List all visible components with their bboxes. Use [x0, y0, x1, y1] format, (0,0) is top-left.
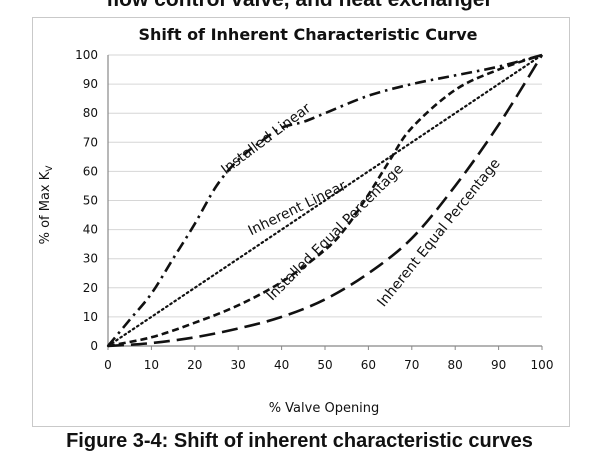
series-line-installed-equal-percentage — [107, 53, 543, 348]
series-line-installed-linear — [106, 53, 543, 347]
chart-title: Shift of Inherent Characteristic Curve — [138, 25, 477, 44]
y-tick-label: 70 — [83, 135, 98, 149]
figure-caption: Figure 3-4: Shift of inherent characteri… — [66, 430, 533, 452]
x-tick-label: 100 — [531, 358, 554, 372]
characteristic-curve-chart: Shift of Inherent Characteristic Curve 0… — [38, 25, 553, 416]
x-tick-label: 90 — [491, 358, 506, 372]
series-line-inherent-equal-percentage — [107, 54, 544, 348]
x-tick-label: 60 — [361, 358, 376, 372]
series-lines — [106, 53, 544, 348]
chart-frame: Shift of Inherent Characteristic Curve 0… — [32, 17, 570, 427]
y-tick-label: 50 — [83, 194, 98, 208]
curve-label-installed-linear: Installed Linear — [218, 100, 314, 178]
x-axis-label: % Valve Opening — [269, 401, 380, 416]
y-tick-label: 100 — [75, 48, 98, 62]
x-tick-label: 0 — [104, 358, 112, 372]
y-tick-label: 90 — [83, 77, 98, 91]
x-tick-label: 40 — [274, 358, 289, 372]
series-line-inherent-linear — [106, 53, 544, 348]
y-axis-label: % of Max KV — [38, 165, 55, 245]
y-tick-label: 40 — [83, 223, 98, 237]
x-tick-label: 20 — [187, 358, 202, 372]
y-axis-label-subscript: V — [45, 165, 55, 172]
x-tick-label: 70 — [404, 358, 419, 372]
y-tick-label: 10 — [83, 310, 98, 324]
y-axis-label-main: % of Max K — [38, 171, 53, 244]
y-tick-label: 80 — [83, 106, 98, 120]
figure-top-caption: flow control valve, and heat exchanger — [0, 0, 599, 12]
y-tick-label: 20 — [83, 281, 98, 295]
y-tick-label: 30 — [83, 252, 98, 266]
y-tick-label: 0 — [90, 339, 98, 353]
tick-labels: 0 10 20 30 40 50 60 70 80 90 100 0 10 20 30 40 50 60 70 80 9… — [75, 48, 553, 372]
y-tick-label: 60 — [83, 164, 98, 178]
x-tick-label: 50 — [317, 358, 332, 372]
x-tick-label: 80 — [448, 358, 463, 372]
x-tick-label: 10 — [144, 358, 159, 372]
x-tick-label: 30 — [231, 358, 246, 372]
